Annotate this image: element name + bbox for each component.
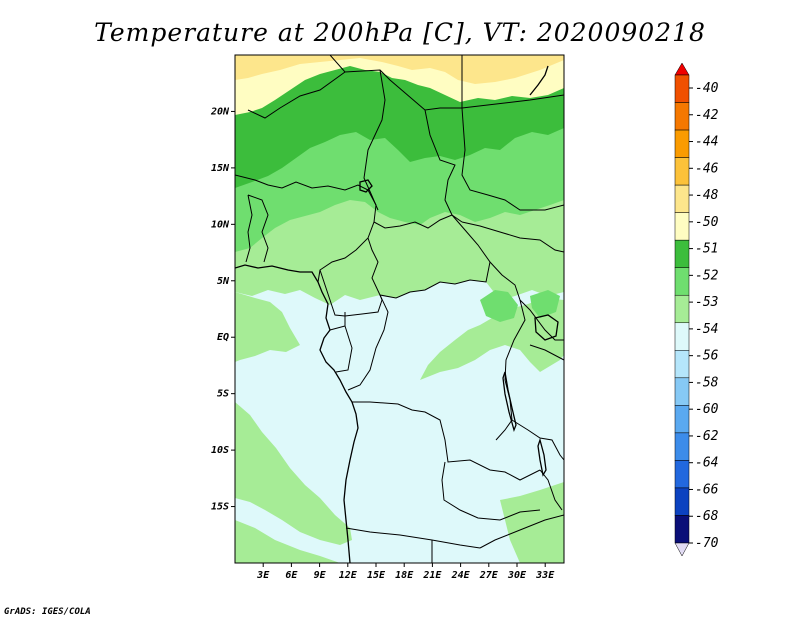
- colorbar-segment: [675, 295, 689, 323]
- colorbar-label: -60: [695, 402, 719, 417]
- colorbar-top-arrow: [675, 63, 689, 75]
- x-tick-label: 30E: [507, 570, 527, 581]
- colorbar-label: -42: [695, 108, 719, 123]
- colorbar-label: -51: [695, 242, 718, 257]
- colorbar-segment: [675, 268, 689, 296]
- y-tick-label: 15N: [211, 163, 230, 174]
- colorbar-segment: [675, 350, 689, 378]
- colorbar-segment: [675, 433, 689, 461]
- colorbar-label: -64: [695, 456, 718, 471]
- y-tick-label: 10N: [211, 219, 230, 230]
- colorbar: -40 -42 -44 -46 -48 -50 -51 -52 -53 -54 -56 -58 -60 -…: [675, 63, 719, 556]
- x-tick-label: 24E: [451, 570, 471, 581]
- colorbar-segment: [675, 323, 689, 351]
- colorbar-label: -48: [695, 188, 719, 203]
- temperature-field: [235, 55, 564, 563]
- grads-credit: GrADS: IGES/COLA: [4, 607, 91, 617]
- colorbar-segment: [675, 130, 689, 158]
- colorbar-label: -62: [695, 429, 719, 444]
- x-tick-label: 21E: [422, 570, 442, 581]
- colorbar-label: -40: [695, 81, 719, 96]
- colorbar-label: -68: [695, 509, 719, 524]
- colorbar-segment: [675, 378, 689, 406]
- colorbar-segment: [675, 158, 689, 186]
- colorbar-bottom-arrow: [675, 543, 689, 556]
- colorbar-segment: [675, 405, 689, 433]
- y-tick-label: EQ: [217, 332, 229, 343]
- colorbar-segment: [675, 75, 689, 103]
- y-tick-label: 5N: [217, 276, 230, 287]
- y-tick-label: 20N: [210, 106, 230, 117]
- colorbar-label: -66: [695, 482, 719, 497]
- x-tick-label: 12E: [339, 570, 358, 581]
- x-tick-label: 15E: [367, 570, 386, 581]
- x-tick-label: 3E: [256, 570, 270, 581]
- colorbar-label: -54: [695, 322, 718, 337]
- x-tick-label: 6E: [285, 570, 298, 581]
- x-axis-ticks: 3E 6E 9E 12E 15E 18E 21E 24E 27E 30E 33E: [256, 563, 555, 581]
- y-tick-label: 5S: [217, 389, 229, 400]
- colorbar-label: -70: [695, 536, 719, 551]
- colorbar-label: -58: [695, 375, 719, 390]
- colorbar-segment: [675, 488, 689, 516]
- x-tick-label: 9E: [314, 570, 327, 581]
- colorbar-label: -50: [695, 215, 719, 230]
- colorbar-label: -56: [695, 349, 719, 364]
- y-tick-label: 15S: [211, 502, 229, 513]
- colorbar-label: -53: [695, 295, 718, 310]
- colorbar-label: -44: [695, 135, 718, 150]
- x-tick-label: 27E: [479, 570, 499, 581]
- x-tick-label: 18E: [395, 570, 414, 581]
- x-tick-label: 33E: [535, 570, 555, 581]
- colorbar-segment: [675, 515, 689, 543]
- colorbar-segment: [675, 213, 689, 241]
- colorbar-label: -52: [695, 268, 719, 283]
- figure-title: Temperature at 200hPa [C], VT: 202009021…: [94, 18, 706, 47]
- colorbar-segment: [675, 460, 689, 488]
- colorbar-segment: [675, 103, 689, 131]
- y-tick-label: 10S: [211, 445, 229, 456]
- colorbar-label: -46: [695, 161, 719, 176]
- colorbar-segment: [675, 185, 689, 213]
- y-axis-ticks: 20N 15N 10N 5N EQ 5S 10S 15S: [210, 106, 235, 512]
- colorbar-segment: [675, 240, 689, 268]
